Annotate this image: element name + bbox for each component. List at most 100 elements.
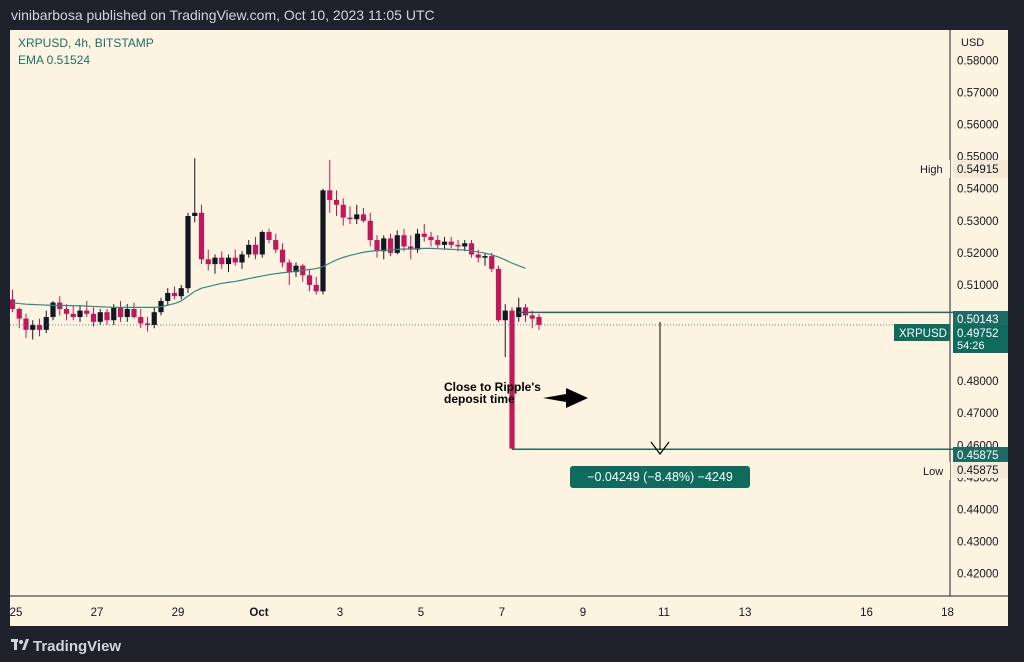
candle-series [10, 158, 542, 450]
candle-body [448, 241, 454, 245]
level-lines [10, 311, 1008, 451]
ema-legend[interactable]: EMA 0.51524 [18, 53, 91, 67]
footer-bar: TradingView [0, 630, 1024, 662]
candle-body [360, 214, 367, 221]
candle-body [192, 212, 198, 216]
candle-body [239, 254, 245, 263]
candle-body [16, 308, 22, 319]
candle-body [178, 288, 184, 297]
price-tick-label: 0.58000 [957, 55, 999, 67]
candle-body [495, 268, 502, 321]
candle-body [212, 257, 218, 265]
level-top-tag [953, 311, 1008, 327]
candle-body [482, 256, 488, 258]
candle-body [225, 257, 232, 265]
time-tick-label: 27 [91, 607, 104, 619]
annotation-line-2: deposit time [444, 392, 515, 406]
candle-body [43, 317, 49, 330]
publisher-text: vinibarbosa published on TradingView.com… [11, 7, 435, 23]
candle-body [259, 232, 265, 255]
current-price: 0.49752 [957, 328, 999, 340]
high-label: High [920, 164, 943, 176]
candle-body [428, 236, 434, 241]
price-tick-label: 0.56000 [957, 120, 999, 132]
candle-body [117, 307, 124, 318]
high-value-box [953, 160, 1008, 178]
low-label-box [915, 462, 950, 480]
candle-body [435, 240, 441, 245]
time-tick-label: 25 [10, 607, 22, 619]
candle-body [97, 312, 103, 322]
symbol-tag: XRPUSD [899, 328, 947, 340]
candle-body [104, 312, 110, 321]
price-chart[interactable]: 0.580000.570000.560000.550000.540000.530… [10, 30, 1008, 626]
time-tick-label: 18 [941, 607, 954, 619]
candle-body [144, 323, 151, 326]
low-label: Low [923, 466, 943, 478]
measure-label: −0.04249 (−8.48%) −4249 [587, 470, 733, 484]
footer-brand: TradingView [33, 638, 122, 655]
candle-body [165, 292, 171, 301]
candle-body [70, 313, 76, 318]
time-tick-label: 9 [580, 607, 586, 619]
chart-background [10, 30, 1008, 626]
high-value: 0.54915 [957, 164, 999, 176]
symbol-legend[interactable]: XRPUSD, 4h, BITSTAMP [18, 36, 154, 50]
high-label-box [915, 160, 950, 178]
candle-body [219, 257, 225, 265]
price-tick-label: 0.52000 [957, 248, 999, 260]
price-tick-label: 0.42000 [957, 569, 999, 581]
candle-body [468, 243, 475, 255]
tradingview-logo-icon [11, 639, 29, 650]
annotation-layer: Close to Ripple's deposit time [444, 380, 588, 408]
candle-body [90, 313, 97, 322]
publisher-bar: vinibarbosa published on TradingView.com… [0, 0, 1024, 30]
price-tick-label: 0.54000 [957, 184, 999, 196]
candle-body [441, 241, 448, 245]
candle-body [252, 244, 259, 255]
candle-body [293, 265, 299, 273]
price-tick-label: 0.44000 [957, 504, 999, 516]
arrow-right-icon [543, 388, 588, 408]
candle-body [333, 199, 340, 205]
candle-body [185, 215, 191, 289]
time-tick-label: 29 [172, 607, 185, 619]
level-bottom-tag [953, 447, 1008, 463]
ema-line-path [12, 247, 526, 308]
candle-body [30, 325, 36, 330]
candle-body [171, 292, 178, 297]
candle-body [273, 240, 279, 250]
measure-label-box [570, 466, 750, 488]
candle-body [279, 249, 286, 263]
plot-background [10, 30, 1008, 626]
price-tick-label: 0.53000 [957, 216, 999, 228]
chart-pane[interactable]: 0.58000 0.57000 0.56000 0.55000 0.54000 0.530… [10, 30, 1008, 626]
candle-body [367, 220, 373, 241]
price-tick-label: 0.57000 [957, 88, 999, 100]
price-scale-tags: USD High 0.54915 0.50143 XRPUSD 0.49752 … [894, 37, 1008, 480]
candle-body [36, 325, 43, 330]
time-tick-label: 7 [499, 607, 505, 619]
candle-body [522, 307, 529, 316]
candle-body [151, 312, 157, 326]
time-tick-label: 16 [860, 607, 873, 619]
candle-body [381, 238, 387, 252]
time-tick-label: 13 [739, 607, 752, 619]
candle-body [198, 212, 205, 260]
symbol-tag-box [894, 324, 950, 341]
level-top-value: 0.50143 [957, 314, 999, 326]
chart-legend[interactable]: XRPUSD, 4h, BITSTAMP EMA 0.51524 [18, 35, 154, 69]
candle-body [529, 315, 535, 319]
candle-body [489, 256, 495, 269]
price-tick-label: 0.47000 [957, 408, 999, 420]
candle-body [138, 317, 144, 324]
measure-tool[interactable]: −0.04249 (−8.48%) −4249 [570, 322, 750, 488]
candle-body [286, 262, 292, 273]
candle-body [124, 308, 130, 318]
time-tick-label: 11 [658, 607, 670, 619]
price-tick-label: 0.43000 [957, 536, 999, 548]
currency-label: USD [961, 37, 984, 49]
candle-body [414, 233, 421, 250]
candle-body [347, 217, 353, 220]
candle-body [462, 243, 468, 247]
